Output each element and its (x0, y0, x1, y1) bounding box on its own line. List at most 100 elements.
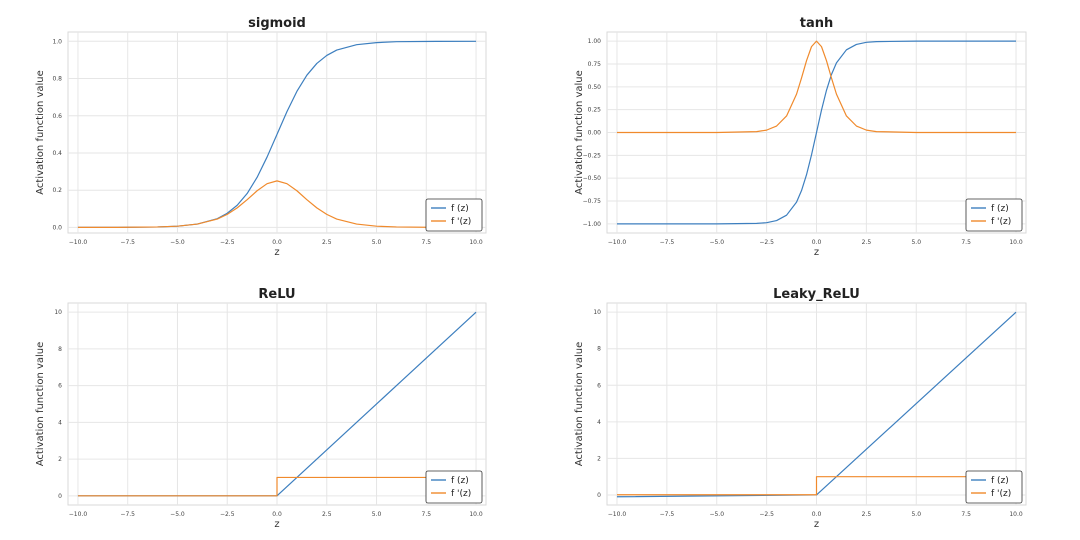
legend-label: f '(z) (451, 217, 471, 227)
legend-label: f (z) (991, 204, 1009, 214)
series-line-1 (77, 180, 477, 229)
x-tick-label: −7.5 (120, 511, 135, 518)
y-tick-label: 0.8 (52, 76, 62, 83)
y-tick-label: 6 (58, 383, 62, 390)
y-tick-label: 10 (593, 309, 601, 316)
x-tick-label: 2.5 (862, 511, 872, 518)
x-tick-label: −10.0 (69, 511, 88, 518)
x-tick-label: 7.5 (961, 511, 971, 518)
x-tick-label: 5.0 (911, 239, 921, 246)
x-tick-label: −5.0 (709, 511, 724, 518)
x-tick-label: 0.0 (812, 239, 822, 246)
y-tick-label: 0.2 (52, 187, 62, 194)
legend-box (965, 470, 1023, 504)
x-tick-label: 2.5 (322, 511, 332, 518)
x-tick-label: 7.5 (422, 511, 432, 518)
y-tick-label: 0 (597, 492, 601, 499)
y-axis-label: Activation function value (574, 70, 585, 195)
legend-label: f (z) (991, 476, 1009, 486)
chart-title: Leaky_ReLU (773, 287, 860, 302)
y-tick-label: −0.50 (583, 175, 602, 182)
y-tick-label: 0.4 (52, 150, 62, 157)
y-tick-label: 2 (58, 456, 62, 463)
legend-box (965, 198, 1023, 232)
y-tick-label: 0.75 (588, 61, 602, 68)
y-tick-label: 4 (58, 419, 62, 426)
x-tick-label: −2.5 (759, 511, 774, 518)
x-tick-label: 5.0 (372, 511, 382, 518)
x-tick-label: −5.0 (170, 511, 185, 518)
series-line-1 (616, 40, 1017, 134)
y-axis-label: Activation function value (574, 342, 585, 467)
x-axis-label: z (274, 519, 279, 530)
x-tick-label: −7.5 (120, 239, 135, 246)
y-tick-label: 1.00 (588, 38, 602, 45)
y-tick-label: 8 (58, 346, 62, 353)
legend: f (z) f '(z) (425, 198, 483, 232)
x-tick-label: −5.0 (170, 239, 185, 246)
series-line-1 (616, 476, 1017, 496)
x-tick-label: −10.0 (608, 239, 627, 246)
chart-title: tanh (800, 16, 834, 31)
y-tick-label: 10 (54, 309, 62, 316)
subplot-3: −10.0 −7.5 −5.0 −2.5 0.0 2.5 5.0 7.5 10.0 0 2 4 6 8 10… (574, 287, 1027, 530)
x-tick-label: −10.0 (69, 239, 88, 246)
legend: f (z) f '(z) (425, 470, 483, 504)
legend: f (z) f '(z) (965, 198, 1023, 232)
legend-label: f '(z) (991, 489, 1011, 499)
legend-label: f (z) (451, 204, 469, 214)
x-tick-label: 0.0 (812, 511, 822, 518)
x-tick-label: 0.0 (272, 511, 282, 518)
legend-label: f (z) (451, 476, 469, 486)
x-axis-label: z (814, 247, 819, 258)
subplot-2: −10.0 −7.5 −5.0 −2.5 0.0 2.5 5.0 7.5 10.0 0 2 4 6 8 10… (35, 287, 487, 530)
y-tick-label: 8 (597, 346, 601, 353)
y-tick-label: −1.00 (583, 221, 602, 228)
x-tick-label: −5.0 (709, 239, 724, 246)
x-tick-label: 7.5 (422, 239, 432, 246)
series-line-1 (77, 476, 477, 497)
chart-title: sigmoid (248, 16, 306, 31)
series-line-0 (616, 40, 1017, 225)
x-tick-label: 7.5 (961, 239, 971, 246)
x-tick-label: −2.5 (220, 239, 235, 246)
y-tick-label: 0.6 (52, 113, 62, 120)
y-axis-label: Activation function value (35, 70, 46, 195)
y-tick-label: 6 (597, 382, 601, 389)
x-tick-label: 5.0 (372, 239, 382, 246)
y-tick-label: 4 (597, 419, 601, 426)
x-tick-label: 10.0 (469, 239, 483, 246)
y-axis-label: Activation function value (35, 342, 46, 467)
y-tick-label: 0 (58, 493, 62, 500)
x-tick-label: −2.5 (759, 239, 774, 246)
x-tick-label: −10.0 (608, 511, 627, 518)
x-tick-label: −7.5 (660, 511, 675, 518)
y-tick-label: 2 (597, 455, 601, 462)
x-tick-label: 0.0 (272, 239, 282, 246)
subplot-1: −10.0 −7.5 −5.0 −2.5 0.0 2.5 5.0 7.5 10.0 −1.00 −0… (574, 16, 1027, 258)
y-tick-label: 0.0 (52, 224, 62, 231)
legend-label: f '(z) (451, 489, 471, 499)
legend: f (z) f '(z) (965, 470, 1023, 504)
x-tick-label: 2.5 (322, 239, 332, 246)
x-axis-label: z (274, 247, 279, 258)
x-tick-label: 10.0 (1009, 239, 1023, 246)
x-axis-label: z (814, 519, 819, 530)
x-tick-label: −7.5 (660, 239, 675, 246)
y-tick-label: 0.25 (588, 107, 602, 114)
legend-label: f '(z) (991, 217, 1011, 227)
y-tick-label: −0.75 (583, 198, 602, 205)
x-tick-label: 2.5 (862, 239, 872, 246)
chart-title: ReLU (258, 287, 295, 302)
y-tick-label: 0.50 (588, 84, 602, 91)
y-tick-label: 1.0 (52, 38, 62, 45)
legend-box (425, 198, 483, 232)
y-tick-label: 0.00 (588, 130, 602, 137)
x-tick-label: 10.0 (469, 511, 483, 518)
y-tick-label: −0.25 (583, 152, 602, 159)
legend-box (425, 470, 483, 504)
x-tick-label: 5.0 (911, 511, 921, 518)
x-tick-label: −2.5 (220, 511, 235, 518)
subplot-0: −10.0 −7.5 −5.0 −2.5 0.0 2.5 5.0 7.5 10.0 0.0 0.2 0… (35, 16, 487, 258)
